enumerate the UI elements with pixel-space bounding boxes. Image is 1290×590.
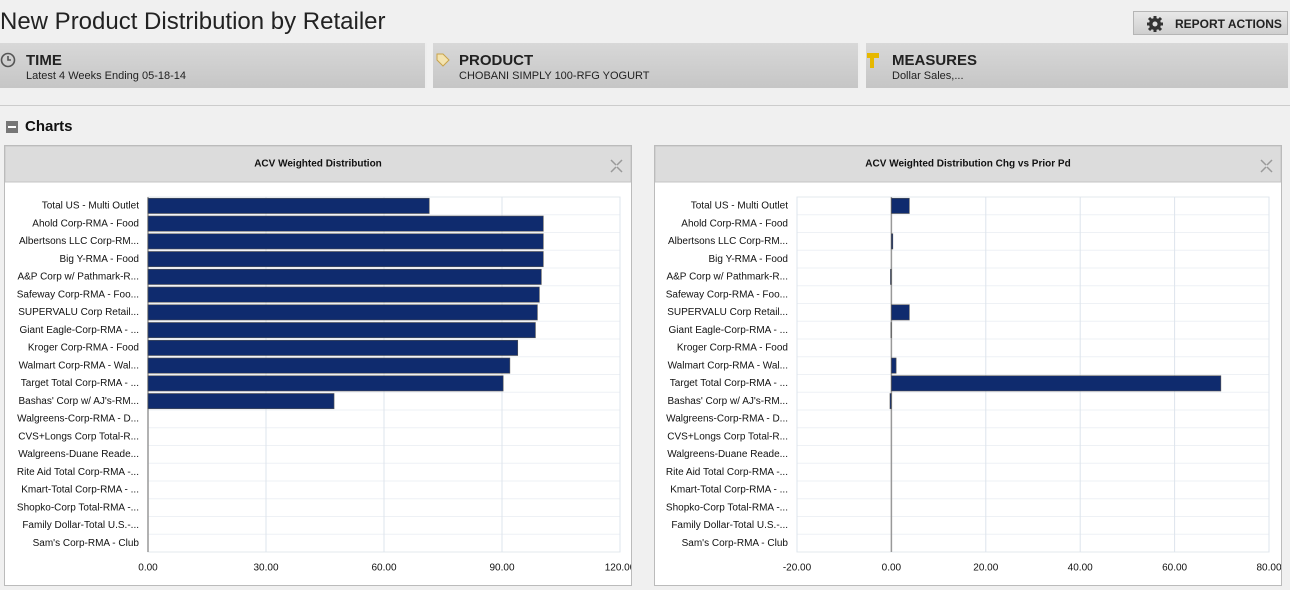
x-tick-label: 60.00 — [1162, 563, 1187, 574]
y-tick-label: Rite Aid Total Corp-RMA -... — [666, 467, 788, 478]
y-tick-label: Walgreens-Duane Reade... — [18, 449, 139, 460]
bar — [148, 287, 539, 302]
filter-label: TIME — [26, 52, 62, 69]
chart: ACV Weighted Distribution Chg vs Prior P… — [655, 146, 1281, 585]
chart-panel: ACV Weighted Distribution Chg vs Prior P… — [654, 145, 1282, 586]
divider — [0, 105, 1290, 106]
report-actions-button[interactable]: REPORT ACTIONS — [1133, 11, 1288, 35]
y-tick-label: A&P Corp w/ Pathmark-R... — [17, 272, 139, 283]
y-tick-label: Total US - Multi Outlet — [691, 201, 788, 212]
collapse-toggle[interactable] — [6, 121, 18, 133]
x-tick-label: 120.00 — [605, 563, 631, 574]
filter-value: Dollar Sales,... — [892, 70, 964, 82]
y-tick-label: SUPERVALU Corp Retail... — [18, 307, 139, 318]
y-tick-label: Walmart Corp-RMA - Wal... — [19, 360, 139, 371]
y-tick-label: Ahold Corp-RMA - Food — [32, 218, 139, 229]
bar — [891, 234, 892, 249]
y-tick-label: Big Y-RMA - Food — [60, 254, 139, 265]
y-tick-label: Target Total Corp-RMA - ... — [21, 378, 139, 389]
x-tick-label: 40.00 — [1068, 563, 1093, 574]
bar — [148, 393, 334, 408]
chart-panel: ACV Weighted Distribution 0.00 30.00 60.00 9… — [4, 145, 632, 586]
x-tick-label: -20.00 — [783, 563, 812, 574]
y-tick-label: SUPERVALU Corp Retail... — [667, 307, 788, 318]
chart-title: ACV Weighted Distribution — [254, 159, 382, 170]
y-tick-label: Total US - Multi Outlet — [42, 201, 139, 212]
bar — [148, 376, 503, 391]
x-tick-label: 30.00 — [253, 563, 278, 574]
gear-icon — [1146, 15, 1164, 33]
y-tick-label: Sam's Corp-RMA - Club — [682, 538, 789, 549]
bar — [890, 269, 891, 284]
chart-title: ACV Weighted Distribution Chg vs Prior P… — [865, 159, 1070, 170]
y-tick-label: Safeway Corp-RMA - Foo... — [17, 289, 139, 300]
filter-time[interactable]: TIME Latest 4 Weeks Ending 05-18-14 — [0, 43, 427, 88]
y-tick-label: Giant Eagle-Corp-RMA - ... — [669, 325, 788, 336]
bar — [891, 376, 1220, 391]
y-tick-label: Walgreens-Corp-RMA - D... — [17, 414, 139, 425]
x-tick-label: 80.00 — [1256, 563, 1281, 574]
measures-icon — [866, 52, 884, 70]
bar — [148, 251, 543, 266]
bar — [890, 393, 891, 408]
filter-label: MEASURES — [892, 52, 977, 69]
y-tick-label: Albertsons LLC Corp-RM... — [668, 236, 788, 247]
y-tick-label: Family Dollar-Total U.S.-... — [671, 520, 788, 531]
bar — [148, 340, 518, 355]
x-tick-label: 0.00 — [882, 563, 902, 574]
y-tick-label: Family Dollar-Total U.S.-... — [22, 520, 139, 531]
y-tick-label: Shopko-Corp Total-RMA -... — [17, 502, 139, 513]
y-tick-label: Ahold Corp-RMA - Food — [681, 218, 788, 229]
bar — [148, 216, 543, 231]
y-tick-label: Safeway Corp-RMA - Foo... — [666, 289, 788, 300]
clock-icon — [0, 52, 18, 70]
bar — [891, 198, 909, 213]
y-tick-label: Shopko-Corp Total-RMA -... — [666, 502, 788, 513]
y-tick-label: Big Y-RMA - Food — [709, 254, 788, 265]
y-tick-label: Kroger Corp-RMA - Food — [28, 343, 139, 354]
filter-product[interactable]: PRODUCT CHOBANI SIMPLY 100-RFG YOGURT — [433, 43, 860, 88]
chart: ACV Weighted Distribution 0.00 30.00 60.00 9… — [5, 146, 631, 585]
y-tick-label: Rite Aid Total Corp-RMA -... — [17, 467, 139, 478]
y-tick-label: Walmart Corp-RMA - Wal... — [668, 360, 788, 371]
y-tick-label: Bashas' Corp w/ AJ's-RM... — [18, 396, 139, 407]
filter-label: PRODUCT — [459, 52, 533, 69]
y-tick-label: CVS+Longs Corp Total-R... — [18, 431, 139, 442]
y-tick-label: Walgreens-Corp-RMA - D... — [666, 414, 788, 425]
y-tick-label: Sam's Corp-RMA - Club — [33, 538, 140, 549]
section-title: Charts — [25, 118, 73, 135]
y-tick-label: Walgreens-Duane Reade... — [667, 449, 788, 460]
bar — [148, 198, 429, 213]
y-tick-label: Kmart-Total Corp-RMA - ... — [670, 485, 788, 496]
x-tick-label: 90.00 — [489, 563, 514, 574]
filter-measures[interactable]: MEASURES Dollar Sales,... — [866, 43, 1290, 88]
tag-icon — [435, 52, 453, 70]
y-tick-label: Target Total Corp-RMA - ... — [670, 378, 788, 389]
bar — [148, 358, 510, 373]
bar — [148, 322, 535, 337]
y-tick-label: Kmart-Total Corp-RMA - ... — [21, 485, 139, 496]
filter-value: CHOBANI SIMPLY 100-RFG YOGURT — [459, 70, 650, 82]
button-label: REPORT ACTIONS — [1175, 17, 1282, 31]
filter-value: Latest 4 Weeks Ending 05-18-14 — [26, 70, 186, 82]
x-tick-label: 0.00 — [138, 563, 158, 574]
y-tick-label: Bashas' Corp w/ AJ's-RM... — [667, 396, 788, 407]
x-tick-label: 20.00 — [973, 563, 998, 574]
bar — [891, 305, 909, 320]
y-tick-label: Kroger Corp-RMA - Food — [677, 343, 788, 354]
x-tick-label: 60.00 — [371, 563, 396, 574]
y-tick-label: A&P Corp w/ Pathmark-R... — [666, 272, 788, 283]
y-tick-label: Albertsons LLC Corp-RM... — [19, 236, 139, 247]
bar — [148, 269, 541, 284]
y-tick-label: CVS+Longs Corp Total-R... — [667, 431, 788, 442]
y-tick-label: Giant Eagle-Corp-RMA - ... — [20, 325, 139, 336]
page-title: New Product Distribution by Retailer — [0, 8, 386, 36]
bar — [148, 234, 543, 249]
bar — [148, 305, 537, 320]
bar — [891, 358, 896, 373]
